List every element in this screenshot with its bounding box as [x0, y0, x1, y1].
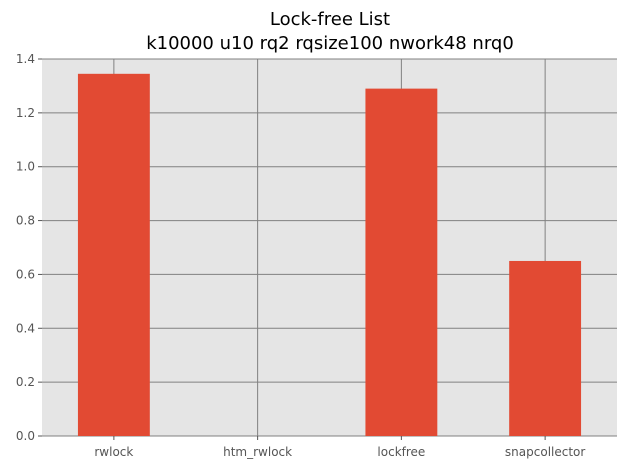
- x-tick-label: lockfree: [377, 445, 425, 459]
- x-axis-ticks: rwlock htm_rwlock lockfree snapcollector: [94, 436, 585, 459]
- y-tick-label: 1.4: [16, 52, 35, 66]
- y-axis-ticks: 0.0 0.2 0.4 0.6 0.8 1.0 1.2 1.4: [16, 52, 42, 443]
- bar-rwlock: [77, 73, 150, 436]
- y-tick-label: 0.4: [16, 321, 35, 335]
- x-tick-label: htm_rwlock: [223, 445, 292, 459]
- y-tick-label: 1.2: [16, 106, 35, 120]
- chart-title: Lock-free List: [270, 9, 390, 30]
- x-tick-label: snapcollector: [505, 445, 585, 459]
- bar-lockfree: [365, 88, 438, 436]
- bar-snapcollector: [509, 260, 582, 436]
- x-tick-label: rwlock: [94, 445, 133, 459]
- y-tick-label: 0.0: [16, 429, 35, 443]
- y-tick-label: 0.8: [16, 214, 35, 228]
- y-tick-label: 0.6: [16, 267, 35, 281]
- bars: [77, 73, 582, 436]
- y-tick-label: 1.0: [16, 160, 35, 174]
- chart-subtitle: k10000 u10 rq2 rqsize100 nwork48 nrq0: [146, 33, 514, 54]
- y-tick-label: 0.2: [16, 375, 35, 389]
